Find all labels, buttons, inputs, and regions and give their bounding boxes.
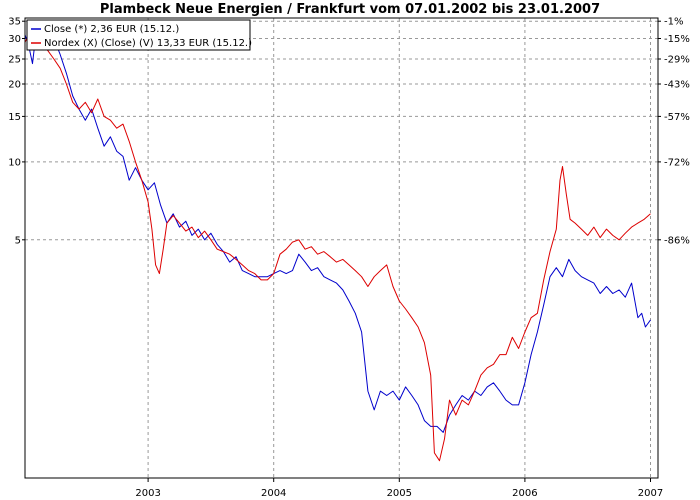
series-line-nordex	[24, 34, 651, 462]
grid-lines	[25, 18, 658, 478]
y-left-tick-label-5: 10	[8, 157, 21, 168]
y-axis-left: 35 30 25 20 15 10 5	[8, 17, 25, 246]
x-tick-label-0: 2003	[135, 488, 160, 499]
y-right-tick-label-3: -43%	[664, 80, 690, 91]
x-axis: 2003 2004 2005 2006 2007	[135, 478, 663, 499]
y-left-tick-label-0: 35	[8, 17, 21, 28]
y-right-tick-label-6: -86%	[664, 235, 690, 246]
x-tick-label-3: 2006	[512, 488, 537, 499]
legend-entry-close: Close (*) 2,36 EUR (15.12.)	[44, 24, 179, 35]
y-right-tick-label-4: -57%	[664, 112, 690, 123]
y-right-tick-label-2: -29%	[664, 55, 690, 66]
x-tick-label-4: 2007	[638, 488, 663, 499]
y-right-tick-label-5: -72%	[664, 157, 690, 168]
y-left-tick-label-1: 30	[8, 34, 21, 45]
y-right-tick-label-0: -1%	[664, 17, 683, 28]
x-tick-label-2: 2005	[387, 488, 412, 499]
plot-frame	[24, 17, 659, 479]
series-lines	[24, 27, 651, 462]
legend: Close (*) 2,36 EUR (15.12.) Nordex (X) (…	[26, 19, 252, 51]
chart-title: Plambeck Neue Energien / Frankfurt vom 0…	[100, 2, 600, 17]
y-left-tick-label-6: 5	[15, 235, 21, 246]
y-left-tick-label-2: 25	[8, 55, 21, 66]
y-left-tick-label-4: 15	[8, 112, 21, 123]
legend-box	[26, 19, 251, 51]
y-left-tick-label-3: 20	[8, 80, 21, 91]
series-line-close	[24, 27, 651, 433]
y-axis-right: -1% -15% -29% -43% -57% -72% -86%	[658, 17, 690, 246]
legend-entry-nordex: Nordex (X) (Close) (V) 13,33 EUR (15.12.…	[44, 38, 252, 49]
x-tick-label-1: 2004	[261, 488, 286, 499]
y-right-tick-label-1: -15%	[664, 34, 690, 45]
